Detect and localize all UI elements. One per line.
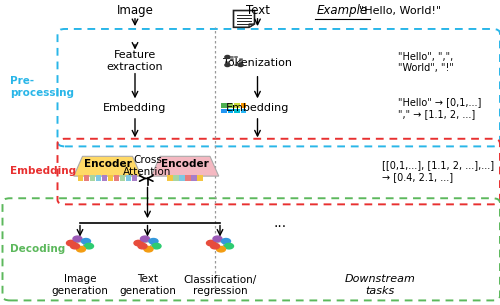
Circle shape <box>206 240 216 246</box>
Text: Text
generation: Text generation <box>119 274 176 296</box>
Circle shape <box>70 243 80 249</box>
Circle shape <box>225 56 230 59</box>
Text: Downstream
tasks: Downstream tasks <box>344 274 416 296</box>
Circle shape <box>213 236 222 242</box>
Text: Encoder: Encoder <box>84 159 132 169</box>
FancyBboxPatch shape <box>234 56 238 58</box>
FancyBboxPatch shape <box>225 56 229 58</box>
Circle shape <box>224 243 234 249</box>
Text: Text: Text <box>246 4 270 17</box>
FancyBboxPatch shape <box>78 175 83 181</box>
FancyBboxPatch shape <box>230 61 234 64</box>
Circle shape <box>222 239 230 244</box>
FancyBboxPatch shape <box>173 175 178 181</box>
FancyBboxPatch shape <box>197 175 202 181</box>
FancyBboxPatch shape <box>234 61 238 64</box>
Circle shape <box>144 246 153 252</box>
Circle shape <box>216 246 226 252</box>
Polygon shape <box>74 156 142 176</box>
Text: [[0,1,...], [1.1, 2, ...],...]
→ [0.4, 2.1, ...]: [[0,1,...], [1.1, 2, ...],...] → [0.4, 2… <box>382 160 494 181</box>
Circle shape <box>73 236 82 242</box>
Text: Embedding: Embedding <box>226 103 289 113</box>
Text: Feature
extraction: Feature extraction <box>106 50 164 72</box>
FancyBboxPatch shape <box>228 109 234 113</box>
FancyBboxPatch shape <box>228 103 234 108</box>
FancyBboxPatch shape <box>84 175 89 181</box>
Circle shape <box>238 63 243 66</box>
FancyBboxPatch shape <box>234 64 238 66</box>
FancyBboxPatch shape <box>234 109 240 113</box>
FancyBboxPatch shape <box>90 175 95 181</box>
Text: ...: ... <box>274 216 286 230</box>
Text: Embedding: Embedding <box>10 167 76 176</box>
Polygon shape <box>249 24 254 27</box>
Circle shape <box>140 236 149 242</box>
FancyBboxPatch shape <box>238 56 242 58</box>
Text: Pre-
processing: Pre- processing <box>10 76 74 98</box>
Text: "Hello", ",",
"World", "!": "Hello", ",", "World", "!" <box>398 52 454 73</box>
FancyBboxPatch shape <box>221 109 227 113</box>
Text: Encoder: Encoder <box>161 159 209 169</box>
Text: Decoding: Decoding <box>10 244 65 253</box>
FancyBboxPatch shape <box>234 103 240 108</box>
Polygon shape <box>151 156 219 176</box>
FancyBboxPatch shape <box>179 175 184 181</box>
FancyBboxPatch shape <box>230 59 234 61</box>
FancyBboxPatch shape <box>230 64 234 66</box>
FancyBboxPatch shape <box>114 175 119 181</box>
FancyBboxPatch shape <box>96 175 101 181</box>
Text: "Hello" → [0,1,...]
"," → [1.1, 2, ...]: "Hello" → [0,1,...] "," → [1.1, 2, ...] <box>398 98 481 119</box>
FancyBboxPatch shape <box>225 64 229 66</box>
FancyBboxPatch shape <box>238 61 242 64</box>
FancyBboxPatch shape <box>120 175 125 181</box>
Text: Classification/
regression: Classification/ regression <box>184 274 256 296</box>
FancyBboxPatch shape <box>167 175 172 181</box>
FancyBboxPatch shape <box>221 103 227 108</box>
Text: Embedding: Embedding <box>104 103 166 113</box>
FancyBboxPatch shape <box>230 56 234 58</box>
Circle shape <box>149 239 158 244</box>
Circle shape <box>210 243 220 249</box>
FancyBboxPatch shape <box>225 59 229 61</box>
Circle shape <box>84 243 94 249</box>
FancyBboxPatch shape <box>102 175 107 181</box>
FancyBboxPatch shape <box>126 175 131 181</box>
FancyBboxPatch shape <box>185 175 190 181</box>
FancyBboxPatch shape <box>240 103 246 108</box>
Circle shape <box>134 240 143 246</box>
FancyBboxPatch shape <box>240 109 246 113</box>
Text: Example: Example <box>317 4 368 17</box>
Text: Tokenization: Tokenization <box>223 58 292 67</box>
FancyBboxPatch shape <box>225 61 229 64</box>
Circle shape <box>76 246 86 252</box>
FancyBboxPatch shape <box>132 175 137 181</box>
FancyBboxPatch shape <box>234 59 238 61</box>
FancyBboxPatch shape <box>108 175 113 181</box>
Text: Cross
Attention: Cross Attention <box>124 156 172 177</box>
Circle shape <box>225 63 230 66</box>
FancyBboxPatch shape <box>238 59 242 61</box>
Circle shape <box>138 243 147 249</box>
FancyBboxPatch shape <box>191 175 196 181</box>
Circle shape <box>152 243 161 249</box>
Text: Image: Image <box>116 4 154 17</box>
Text: Image
generation: Image generation <box>52 274 108 296</box>
Polygon shape <box>234 11 254 27</box>
FancyBboxPatch shape <box>238 64 242 66</box>
Text: "Hello, World!": "Hello, World!" <box>359 6 441 16</box>
Circle shape <box>82 239 90 244</box>
Circle shape <box>66 240 76 246</box>
